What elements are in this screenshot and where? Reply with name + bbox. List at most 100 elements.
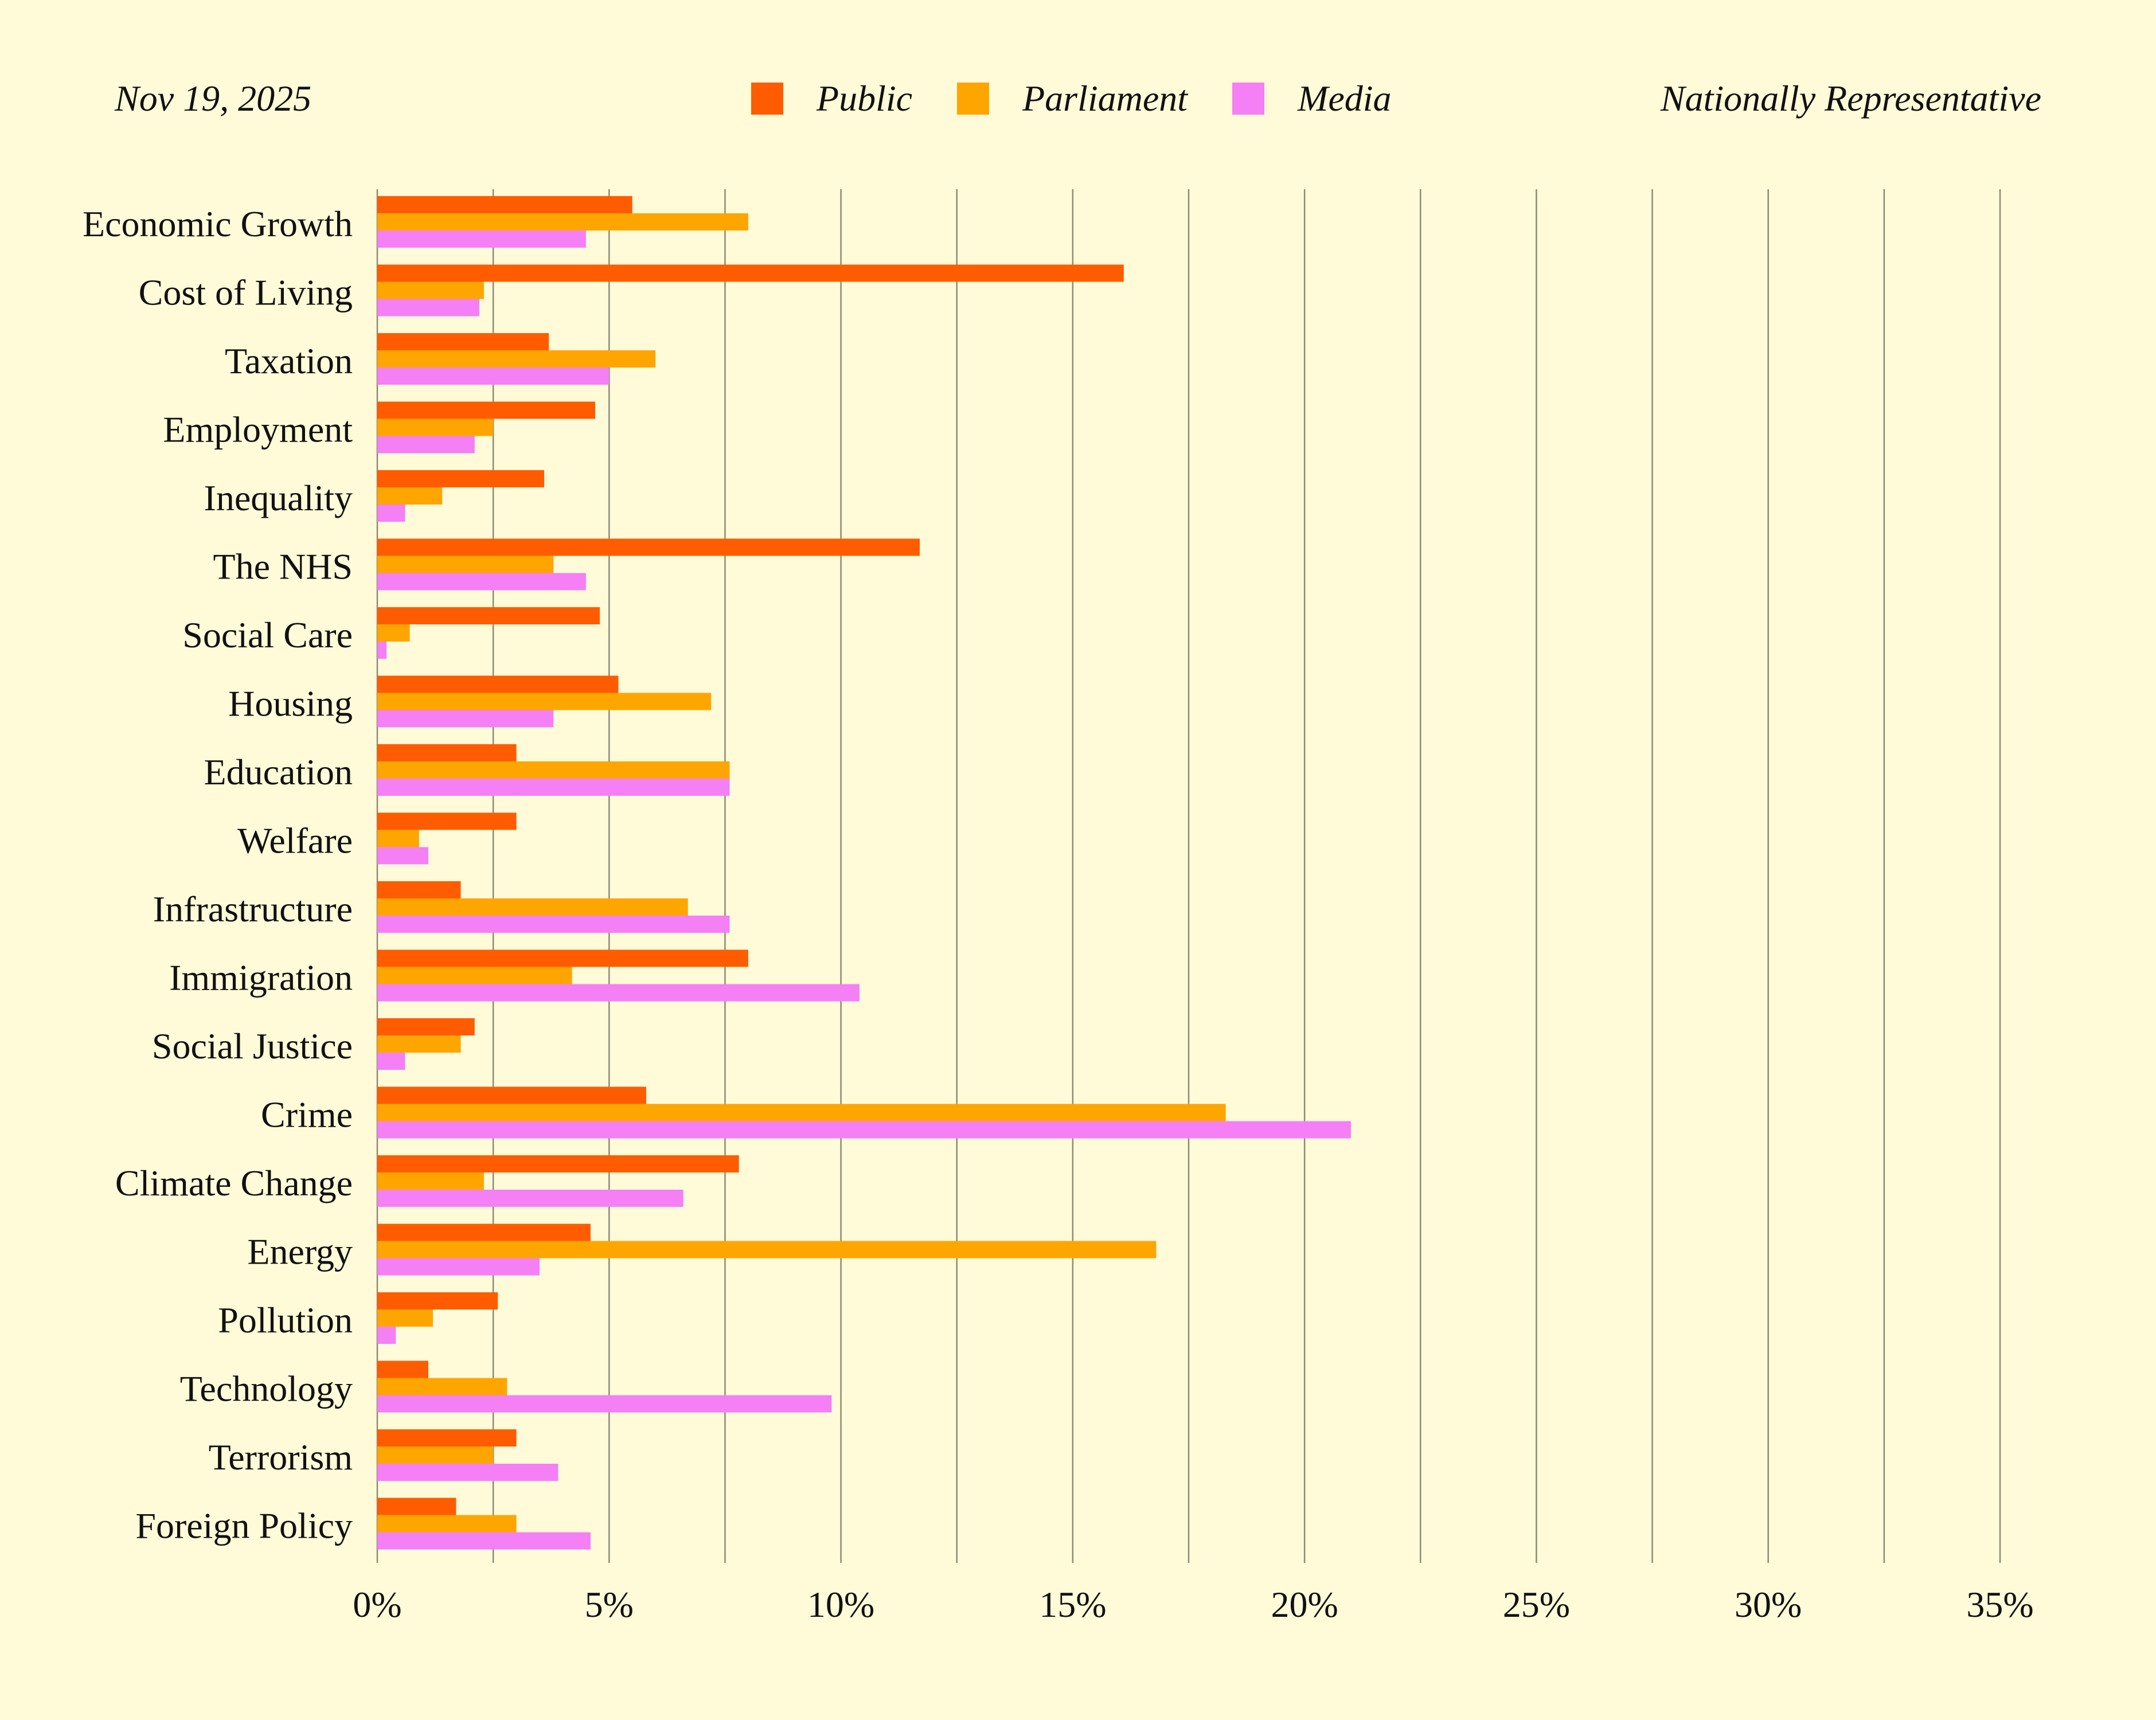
bar-public-13 <box>377 1086 646 1104</box>
legend-swatch-parliament <box>957 83 990 115</box>
bar-media-18 <box>377 1464 558 1481</box>
bar-public-9 <box>377 812 517 830</box>
bar-media-3 <box>377 436 475 454</box>
category-label: Immigration <box>169 957 353 998</box>
bar-media-4 <box>377 505 405 522</box>
bar-public-2 <box>377 333 549 350</box>
bar-parliament-15 <box>377 1241 1157 1258</box>
bar-parliament-19 <box>377 1515 517 1533</box>
legend-item-public: Public <box>751 76 912 122</box>
x-tick-label: 5% <box>585 1584 634 1625</box>
bar-parliament-16 <box>377 1309 433 1327</box>
bar-public-19 <box>377 1498 456 1515</box>
bar-public-16 <box>377 1292 498 1309</box>
category-label: Technology <box>180 1368 353 1409</box>
bar-parliament-3 <box>377 419 494 436</box>
bar-parliament-11 <box>377 967 572 984</box>
category-label: Pollution <box>218 1300 353 1340</box>
legend-label-parliament: Parliament <box>1022 78 1188 119</box>
bar-media-9 <box>377 847 428 865</box>
bar-parliament-1 <box>377 282 484 299</box>
bar-parliament-12 <box>377 1035 461 1053</box>
legend-label-media: Media <box>1298 78 1392 119</box>
bar-media-12 <box>377 1053 405 1070</box>
bar-public-8 <box>377 744 517 761</box>
bar-media-0 <box>377 230 586 248</box>
category-label: Terrorism <box>209 1437 353 1477</box>
bar-parliament-7 <box>377 693 712 710</box>
category-label: Employment <box>163 409 353 449</box>
bar-public-18 <box>377 1429 517 1447</box>
x-tick-label: 20% <box>1271 1584 1338 1625</box>
category-label: The NHS <box>213 546 353 587</box>
bar-public-3 <box>377 401 596 419</box>
bar-media-6 <box>377 642 387 659</box>
category-label: Crime <box>261 1094 353 1135</box>
legend-swatch-media <box>1232 83 1265 115</box>
bar-public-17 <box>377 1361 428 1378</box>
bar-media-17 <box>377 1395 832 1413</box>
bar-parliament-13 <box>377 1104 1226 1121</box>
x-tick-label: 10% <box>807 1584 874 1625</box>
category-label: Cost of Living <box>139 272 353 312</box>
bar-media-15 <box>377 1258 540 1276</box>
category-label: Housing <box>228 683 353 724</box>
header-date: Nov 19, 2025 <box>115 78 312 119</box>
x-tick-label: 25% <box>1503 1584 1570 1625</box>
category-label: Economic Growth <box>83 204 353 244</box>
legend-item-media: Media <box>1232 76 1392 122</box>
bar-parliament-9 <box>377 830 419 847</box>
bar-parliament-2 <box>377 350 656 368</box>
bar-media-13 <box>377 1121 1351 1139</box>
legend: Public Parliament Media <box>751 76 1436 122</box>
bar-parliament-4 <box>377 487 443 505</box>
bar-public-12 <box>377 1018 475 1035</box>
bar-parliament-10 <box>377 898 688 916</box>
x-tick-label: 0% <box>353 1584 401 1625</box>
bar-public-6 <box>377 607 600 624</box>
bar-media-1 <box>377 299 479 316</box>
bar-public-4 <box>377 470 545 487</box>
bar-public-15 <box>377 1223 591 1241</box>
bar-public-1 <box>377 264 1124 282</box>
category-label: Social Care <box>182 615 353 655</box>
bar-media-11 <box>377 984 860 1002</box>
category-label: Energy <box>247 1231 353 1272</box>
x-tick-label: 30% <box>1735 1584 1802 1625</box>
category-label: Foreign Policy <box>135 1505 353 1546</box>
header-note: Nationally Representative <box>1660 78 2041 119</box>
legend-swatch-public <box>751 83 783 115</box>
bar-media-7 <box>377 710 554 728</box>
bar-public-5 <box>377 538 920 556</box>
bar-public-0 <box>377 196 632 213</box>
bar-media-19 <box>377 1532 591 1550</box>
category-label: Education <box>204 752 353 792</box>
legend-item-parliament: Parliament <box>957 76 1188 122</box>
bar-public-10 <box>377 881 461 898</box>
bar-media-2 <box>377 368 610 385</box>
bar-public-7 <box>377 675 619 693</box>
bar-parliament-6 <box>377 624 410 642</box>
bar-public-11 <box>377 949 748 967</box>
category-label: Inequality <box>204 478 353 518</box>
category-label: Social Justice <box>152 1026 353 1066</box>
bar-parliament-5 <box>377 556 554 573</box>
category-label: Climate Change <box>115 1163 353 1203</box>
bar-parliament-14 <box>377 1172 484 1190</box>
category-label: Welfare <box>237 820 353 861</box>
bar-media-16 <box>377 1327 396 1344</box>
bar-media-14 <box>377 1190 683 1207</box>
x-tick-label: 15% <box>1039 1584 1106 1625</box>
category-label: Taxation <box>225 341 353 381</box>
bar-parliament-8 <box>377 761 730 779</box>
bar-media-10 <box>377 916 730 933</box>
legend-label-public: Public <box>817 78 913 119</box>
bar-parliament-17 <box>377 1378 507 1395</box>
category-label: Infrastructure <box>153 889 353 929</box>
bar-media-8 <box>377 779 730 796</box>
bar-parliament-18 <box>377 1447 494 1464</box>
bar-public-14 <box>377 1155 739 1172</box>
bar-parliament-0 <box>377 213 748 230</box>
bar-media-5 <box>377 573 586 591</box>
